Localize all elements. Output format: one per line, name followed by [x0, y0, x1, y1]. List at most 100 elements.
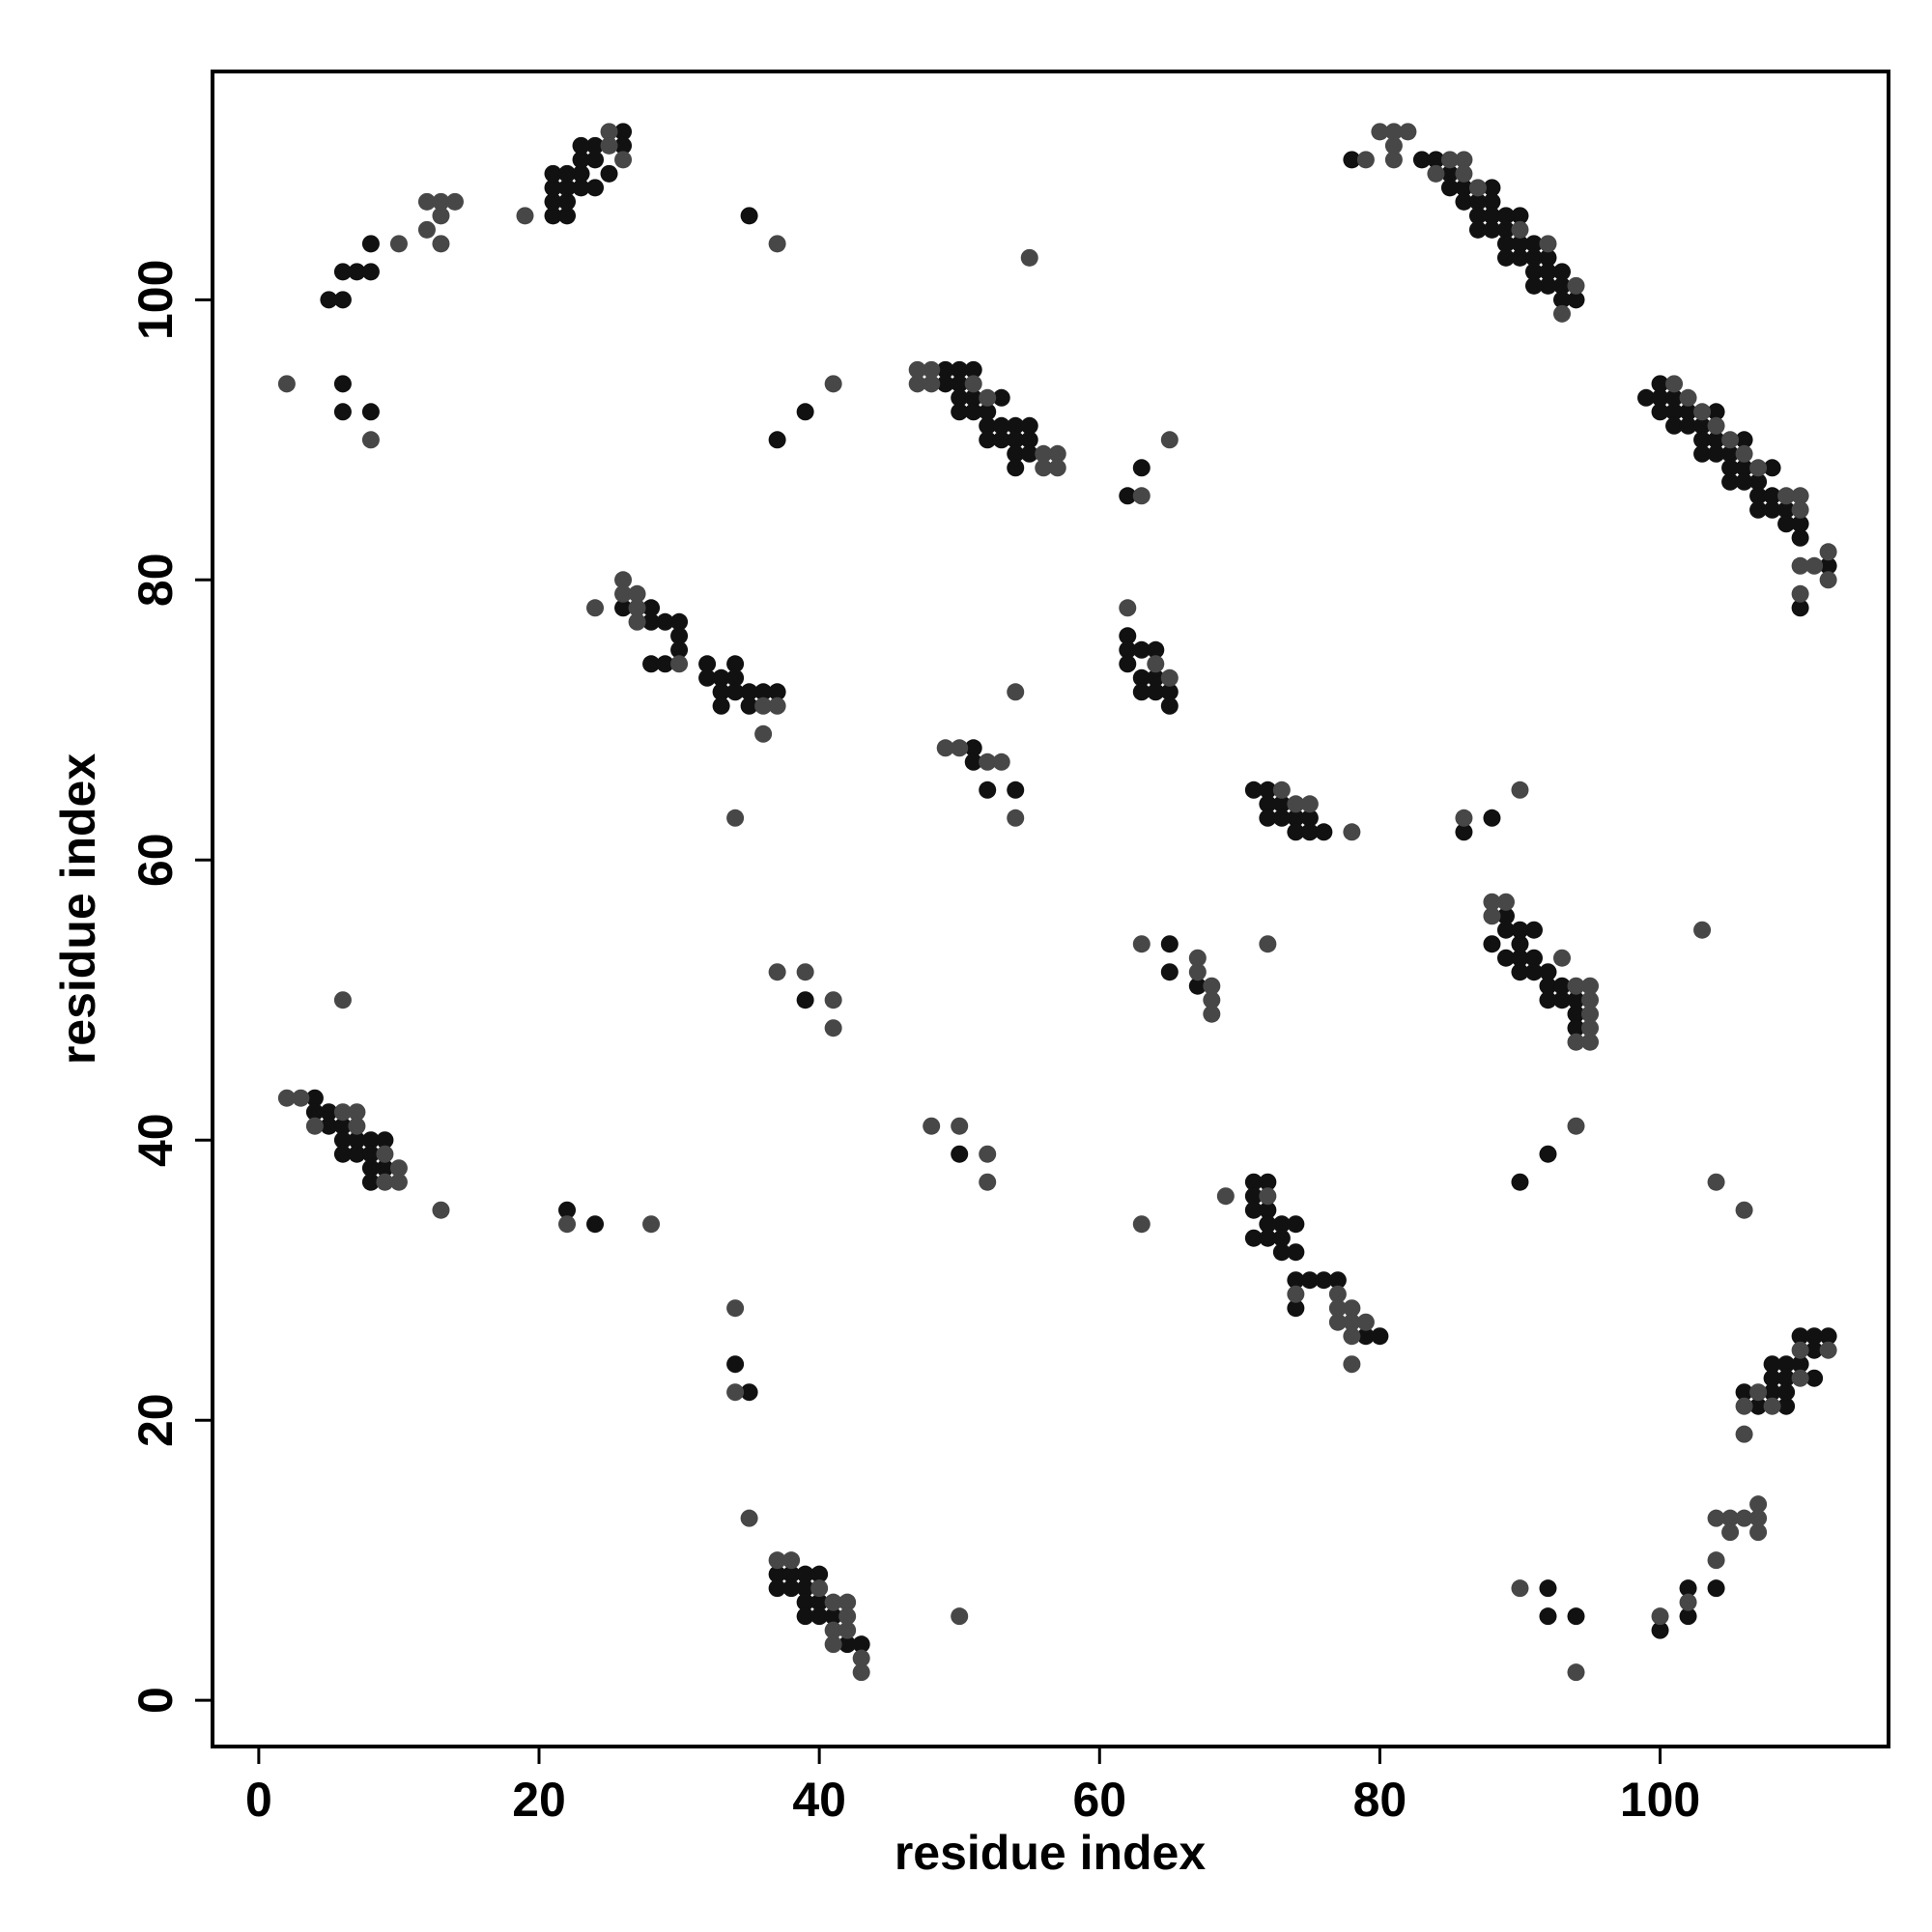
point: [1440, 151, 1459, 169]
point: [796, 1593, 814, 1611]
point: [1693, 444, 1712, 463]
point: [376, 1159, 394, 1178]
point: [1749, 1523, 1768, 1542]
point: [1651, 1621, 1669, 1639]
point: [1356, 1327, 1375, 1346]
point: [1244, 781, 1263, 799]
point: [1539, 963, 1557, 981]
point: [1763, 1369, 1781, 1387]
point: [1791, 1327, 1809, 1346]
point: [333, 1145, 352, 1163]
point: [810, 1579, 829, 1598]
point: [1679, 388, 1697, 407]
point: [1805, 1327, 1824, 1346]
point: [642, 1215, 661, 1234]
point: [1468, 179, 1487, 197]
point: [964, 739, 982, 757]
point: [1524, 248, 1543, 267]
point: [1300, 795, 1319, 813]
point: [1496, 220, 1515, 239]
point: [712, 668, 730, 687]
point: [1007, 683, 1025, 701]
point: [1119, 627, 1137, 645]
point: [348, 1131, 366, 1150]
point: [1581, 1033, 1600, 1051]
x-tick-label: 80: [1353, 1773, 1407, 1827]
point: [1244, 1201, 1263, 1219]
point: [796, 403, 814, 421]
point: [1356, 151, 1375, 169]
point: [1651, 375, 1669, 393]
point: [1777, 515, 1796, 533]
point: [810, 1565, 829, 1583]
point: [1483, 893, 1501, 911]
point: [1455, 809, 1473, 827]
point: [964, 753, 982, 771]
point: [1048, 459, 1066, 477]
point: [1539, 276, 1557, 295]
point: [1343, 823, 1361, 841]
point: [979, 1145, 997, 1163]
point: [1384, 136, 1403, 155]
point: [628, 599, 646, 617]
point: [796, 1565, 814, 1583]
point: [628, 612, 646, 631]
point: [992, 416, 1010, 435]
point: [614, 584, 633, 603]
point: [348, 263, 366, 281]
point: [361, 431, 380, 449]
point: [1119, 655, 1137, 673]
point: [1777, 1383, 1796, 1402]
point: [1791, 584, 1809, 603]
point: [1511, 963, 1529, 981]
point: [824, 1635, 842, 1654]
point: [796, 963, 814, 981]
point: [1272, 1243, 1291, 1262]
point: [768, 1579, 786, 1598]
point: [1287, 1299, 1305, 1318]
point: [1679, 403, 1697, 421]
point: [726, 1355, 745, 1374]
point: [1819, 556, 1837, 575]
point: [1496, 949, 1515, 967]
point: [726, 809, 745, 827]
point: [1455, 151, 1473, 169]
point: [1455, 823, 1473, 841]
point: [1665, 388, 1684, 407]
point: [432, 235, 450, 253]
point: [908, 375, 926, 393]
point: [544, 179, 562, 197]
point: [951, 375, 969, 393]
point: [1552, 304, 1571, 323]
point: [1567, 1663, 1585, 1682]
point: [614, 123, 633, 141]
point: [698, 668, 717, 687]
point: [1749, 487, 1768, 505]
point: [277, 375, 296, 393]
point: [1637, 388, 1656, 407]
point: [964, 375, 982, 393]
point: [1160, 431, 1179, 449]
point: [1539, 991, 1557, 1009]
point: [1343, 151, 1361, 169]
point: [1147, 683, 1165, 701]
point: [810, 1607, 829, 1626]
point: [1259, 1215, 1277, 1234]
point: [1483, 179, 1501, 197]
point: [544, 192, 562, 211]
point: [572, 136, 590, 155]
point: [992, 431, 1010, 449]
point: [1272, 781, 1291, 799]
point: [1007, 416, 1025, 435]
point: [740, 1509, 758, 1527]
point: [1791, 500, 1809, 519]
point: [1707, 416, 1725, 435]
point: [1539, 977, 1557, 995]
point: [389, 1173, 408, 1191]
point: [1805, 1341, 1824, 1359]
point: [1496, 207, 1515, 225]
point: [1679, 1593, 1697, 1611]
point: [768, 235, 786, 253]
point: [1735, 1509, 1753, 1527]
point: [1693, 416, 1712, 435]
